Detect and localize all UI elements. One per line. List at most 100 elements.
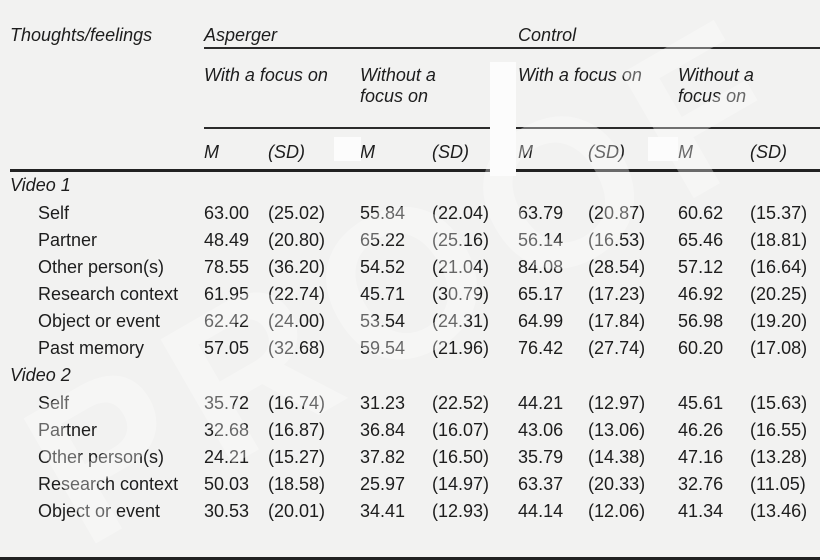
spanner-control-with: With a focus on — [518, 48, 679, 129]
cell: 34.41 — [360, 500, 406, 521]
cell: (20.25) — [750, 283, 808, 304]
table-row: Object or event 30.53 (20.01) 34.41 (12.… — [10, 498, 820, 525]
cell: 78.55 — [204, 256, 250, 277]
watermark-artifact-square — [648, 137, 678, 161]
table-body: Video 1 Self 63.00 (25.02) 55.84 (22.04)… — [10, 170, 820, 525]
cell: 64.99 — [518, 310, 564, 331]
cell: (28.54) — [588, 256, 646, 277]
row-label: Other person(s) — [38, 256, 165, 277]
cell: 36.84 — [360, 419, 406, 440]
cell: 60.20 — [678, 337, 724, 358]
cell: (18.58) — [268, 473, 326, 494]
table-row: Research context 50.03 (18.58) 25.97 (14… — [10, 471, 820, 498]
cell: 31.23 — [360, 392, 406, 413]
table-row: Past memory 57.05 (32.68) 59.54 (21.96) … — [10, 335, 820, 362]
cell: (17.08) — [750, 337, 808, 358]
table-row: Other person(s) 24.21 (15.27) 37.82 (16.… — [10, 444, 820, 471]
cell: 50.03 — [204, 473, 250, 494]
cell: 44.21 — [518, 392, 564, 413]
cell: (13.46) — [750, 500, 808, 521]
spanner-asperger-with: With a focus on — [204, 48, 360, 129]
table-header: Thoughts/feelings Asperger Control With … — [10, 0, 820, 172]
cell: (16.07) — [432, 419, 490, 440]
cell: (15.37) — [750, 202, 808, 223]
cell: 41.34 — [678, 500, 724, 521]
cell: 63.37 — [518, 473, 564, 494]
cell: (20.33) — [588, 473, 646, 494]
cell: (12.93) — [432, 500, 490, 521]
table-row: Object or event 62.42 (24.00) 53.54 (24.… — [10, 308, 820, 335]
statistics-table: Thoughts/feelings Asperger Control With … — [10, 0, 820, 525]
cell: 37.82 — [360, 446, 406, 467]
cell: 45.71 — [360, 283, 406, 304]
mean-header: M — [360, 128, 432, 172]
cell: (12.97) — [588, 392, 646, 413]
cell: 63.00 — [204, 202, 250, 223]
mean-header: M — [678, 128, 751, 172]
row-label: Research context — [38, 283, 179, 304]
row-label: Research context — [38, 473, 179, 494]
cell: 61.95 — [204, 283, 250, 304]
cell: (14.38) — [588, 446, 646, 467]
cell: 56.98 — [678, 310, 724, 331]
cell: 30.53 — [204, 500, 250, 521]
row-label: Partner — [38, 419, 98, 440]
cell: (16.53) — [588, 229, 646, 250]
section-row: Video 2 — [10, 362, 820, 390]
group-header-control: Control — [518, 0, 820, 49]
cell: (16.50) — [432, 446, 490, 467]
cell: 35.72 — [204, 392, 250, 413]
group-header-row: Thoughts/feelings Asperger Control — [10, 0, 820, 172]
row-label: Partner — [38, 229, 98, 250]
cell: 84.08 — [518, 256, 564, 277]
cell: 24.21 — [204, 446, 250, 467]
cell: (15.27) — [268, 446, 326, 467]
mean-header: M — [518, 128, 589, 172]
cell: 32.68 — [204, 419, 250, 440]
cell: 63.79 — [518, 202, 564, 223]
spanner-control-without: Without a focus on — [678, 48, 820, 129]
cell: (25.16) — [432, 229, 490, 250]
row-header: Thoughts/feelings — [10, 0, 204, 172]
cell: 53.54 — [360, 310, 406, 331]
cell: (16.74) — [268, 392, 326, 413]
cell: 44.14 — [518, 500, 564, 521]
cell: (20.01) — [268, 500, 326, 521]
cell: 65.22 — [360, 229, 406, 250]
cell: (19.20) — [750, 310, 808, 331]
row-label: Object or event — [38, 310, 161, 331]
cell: 57.12 — [678, 256, 724, 277]
cell: (20.80) — [268, 229, 326, 250]
cell: (13.28) — [750, 446, 808, 467]
cell: 62.42 — [204, 310, 250, 331]
cell: (17.84) — [588, 310, 646, 331]
cell: (21.96) — [432, 337, 490, 358]
cell: (16.87) — [268, 419, 326, 440]
cell: 25.97 — [360, 473, 406, 494]
cell: (22.52) — [432, 392, 490, 413]
cell: (22.04) — [432, 202, 490, 223]
cell: (15.63) — [750, 392, 808, 413]
cell: (30.79) — [432, 283, 490, 304]
cell: 43.06 — [518, 419, 564, 440]
cell: (14.97) — [432, 473, 490, 494]
cell: (21.04) — [432, 256, 490, 277]
cell: (25.02) — [268, 202, 326, 223]
table-row: Partner 32.68 (16.87) 36.84 (16.07) 43.0… — [10, 417, 820, 444]
cell: (18.81) — [750, 229, 808, 250]
table-row: Self 35.72 (16.74) 31.23 (22.52) 44.21 (… — [10, 390, 820, 417]
spanner-label: Without a focus on — [360, 65, 436, 106]
cell: 65.17 — [518, 283, 564, 304]
cell: 55.84 — [360, 202, 406, 223]
mean-header: M — [204, 128, 268, 172]
cell: 54.52 — [360, 256, 406, 277]
table-row: Research context 61.95 (22.74) 45.71 (30… — [10, 281, 820, 308]
spanner-label: Without a focus on — [678, 65, 754, 106]
row-label: Past memory — [38, 337, 145, 358]
cell: 35.79 — [518, 446, 564, 467]
table-row: Self 63.00 (25.02) 55.84 (22.04) 63.79 (… — [10, 200, 820, 227]
watermark-artifact-bar — [490, 62, 516, 176]
cell: (36.20) — [268, 256, 326, 277]
table-row: Partner 48.49 (20.80) 65.22 (25.16) 56.1… — [10, 227, 820, 254]
cell: (16.55) — [750, 419, 808, 440]
